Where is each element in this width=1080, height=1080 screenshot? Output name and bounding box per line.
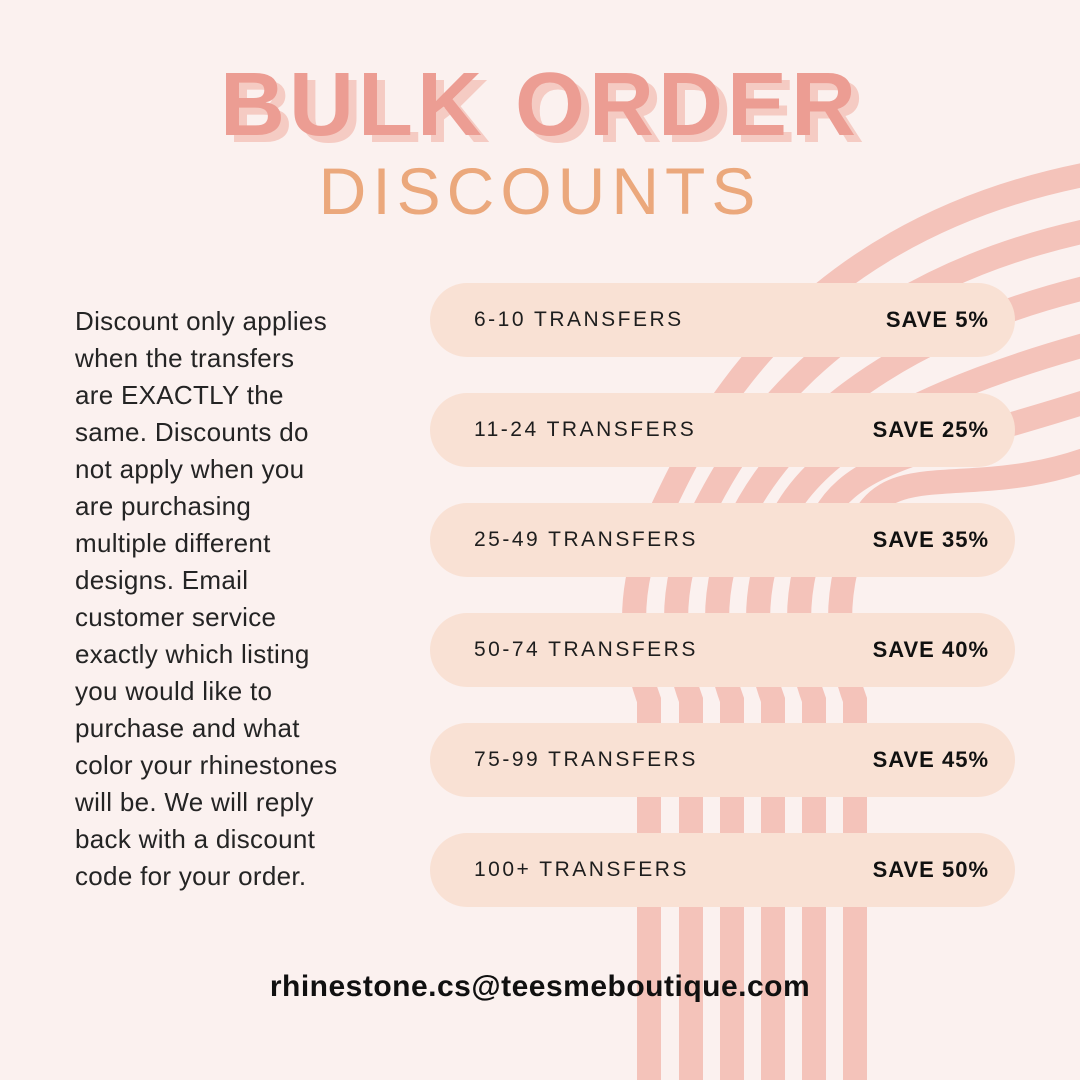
discount-tier-list: 6-10 TRANSFERS SAVE 5% 11-24 TRANSFERS S… bbox=[430, 283, 1015, 907]
discount-row: 75-99 TRANSFERS SAVE 45% bbox=[430, 723, 1015, 797]
discount-save-badge: SAVE 50% bbox=[872, 857, 989, 882]
discount-range-label: 6-10 TRANSFERS bbox=[474, 308, 684, 331]
discount-row: 100+ TRANSFERS SAVE 50% bbox=[430, 833, 1015, 907]
description-line: are purchasing bbox=[75, 491, 252, 521]
discount-save-badge: SAVE 5% bbox=[885, 307, 989, 332]
discount-row: 6-10 TRANSFERS SAVE 5% bbox=[430, 283, 1015, 357]
discount-save-badge: SAVE 35% bbox=[872, 527, 989, 552]
description-line: Discount only applies bbox=[75, 306, 327, 336]
description-line: designs. Email bbox=[75, 565, 249, 595]
description-line: will be. We will reply bbox=[75, 787, 314, 817]
discount-save-badge: SAVE 45% bbox=[872, 747, 989, 772]
discount-row: 50-74 TRANSFERS SAVE 40% bbox=[430, 613, 1015, 687]
description-line: you would like to bbox=[75, 676, 273, 706]
description-line: code for your order. bbox=[75, 861, 307, 891]
header: BULK ORDER DISCOUNTS bbox=[0, 58, 1080, 226]
discount-range-label: 50-74 TRANSFERS bbox=[474, 638, 698, 661]
description-paragraph: Discount only applies when the transfers… bbox=[75, 303, 415, 895]
discount-range-label: 25-49 TRANSFERS bbox=[474, 528, 698, 551]
discount-row: 25-49 TRANSFERS SAVE 35% bbox=[430, 503, 1015, 577]
description-line: multiple different bbox=[75, 528, 271, 558]
discount-range-label: 100+ TRANSFERS bbox=[474, 858, 689, 881]
page-subtitle: DISCOUNTS bbox=[318, 154, 762, 228]
description-line: when the transfers bbox=[75, 343, 295, 373]
description-line: customer service bbox=[75, 602, 277, 632]
page-title: BULK ORDER bbox=[220, 55, 860, 155]
contact-email: rhinestone.cs@teesmeboutique.com bbox=[269, 970, 811, 1003]
description-line: purchase and what bbox=[75, 713, 300, 743]
description-line: back with a discount bbox=[75, 824, 316, 854]
description-line: same. Discounts do bbox=[75, 417, 309, 447]
description-line: are EXACTLY the bbox=[75, 380, 284, 410]
discount-row: 11-24 TRANSFERS SAVE 25% bbox=[430, 393, 1015, 467]
description-line: exactly which listing bbox=[75, 639, 310, 669]
discount-save-badge: SAVE 25% bbox=[872, 417, 989, 442]
discount-save-badge: SAVE 40% bbox=[872, 637, 989, 662]
discount-range-label: 75-99 TRANSFERS bbox=[474, 748, 698, 771]
description-line: color your rhinestones bbox=[75, 750, 338, 780]
description-line: not apply when you bbox=[75, 454, 305, 484]
discount-range-label: 11-24 TRANSFERS bbox=[474, 418, 697, 441]
